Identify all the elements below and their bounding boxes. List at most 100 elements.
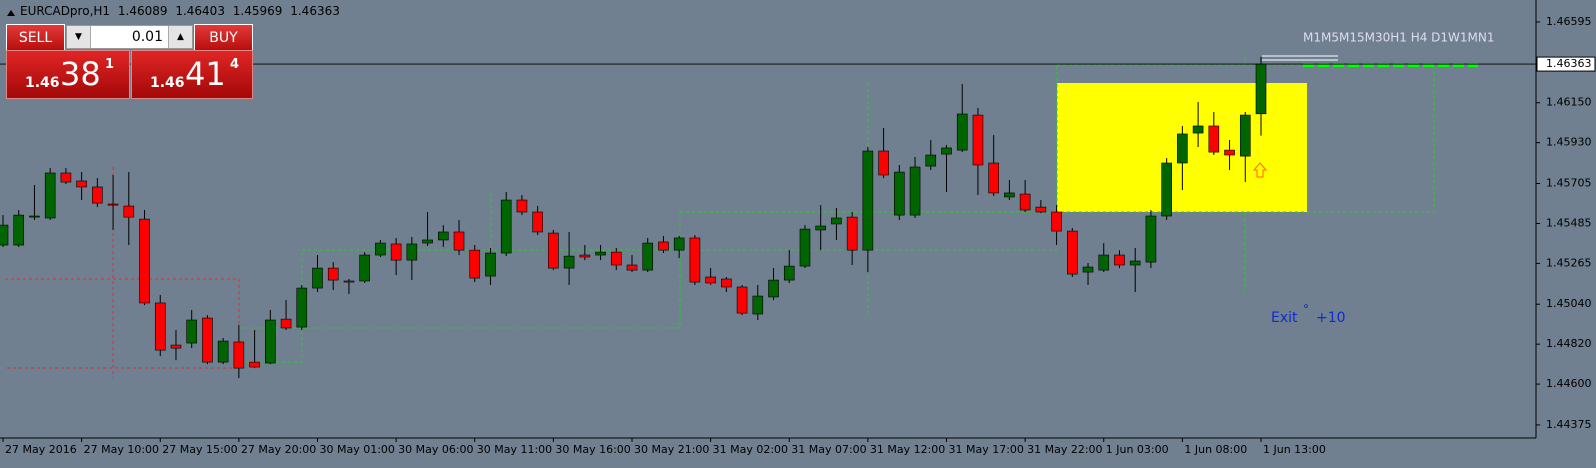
bull-body [1129,260,1141,266]
price-big: 1.46 [150,75,185,91]
y-tick-label: 1.44375 [1546,418,1592,431]
bull-body [1239,114,1251,157]
bear-body [469,249,481,279]
bull-body [595,251,606,256]
x-tick-label: 30 May 16:00 [555,443,630,456]
x-tick-label: 27 May 20:00 [241,443,316,456]
bull-body [1192,125,1204,134]
bull-body [1177,133,1188,164]
degree: ° [1303,303,1309,317]
bull-body [217,340,229,363]
bear-body [123,205,135,218]
price-tag-label: 1.46363 [1546,57,1592,70]
bear-body [139,218,150,304]
x-tick-label: 31 May 22:00 [1027,443,1102,456]
sell-button[interactable]: SELL [6,24,65,51]
bull-body [186,319,197,344]
bear-body [972,114,984,166]
bull-body [1255,63,1267,115]
pips-label: +10 [1316,310,1346,326]
x-tick-label: 27 May 15:00 [162,443,237,456]
lot-control: ▼ 0.01 ▲ [66,25,193,49]
y-tick-label: 1.46595 [1546,15,1592,28]
bear-body [705,276,716,284]
bull-body [768,279,779,298]
y-tick-label: 1.44600 [1546,377,1592,390]
bear-body [327,267,339,281]
bull-body [1082,266,1094,273]
bull-body [296,287,308,328]
bull-body [799,228,811,267]
bull-body [752,295,764,315]
bull-body [359,254,370,282]
bull-body [0,224,9,246]
bear-body [846,216,858,251]
bull-body [815,225,827,231]
bull-body [1145,215,1157,263]
bear-body [658,241,669,251]
ohlc-low: 1.45969 [232,4,283,18]
bull-body [925,154,937,167]
bear-body [92,186,103,204]
lot-input[interactable]: 0.01 [131,29,163,45]
exit-label: Exit [1271,310,1298,326]
bear-body [579,254,591,258]
bear-body [689,237,701,283]
bear-body [280,318,292,329]
bull-body [673,237,685,251]
bull-body [956,113,968,151]
bear-body [249,361,260,368]
bear-body [1019,193,1031,211]
bull-body [485,252,496,277]
buy-price[interactable]: 1.46 41 4 [131,50,253,99]
y-tick-label: 1.45040 [1546,297,1592,310]
price-big: 1.46 [25,75,60,91]
x-tick-label: 1 Jun 13:00 [1263,443,1326,456]
bear-body [548,232,559,269]
lot-up[interactable]: ▲ [168,26,192,48]
bear-body [390,243,402,261]
price-pips: 38 [60,55,101,93]
bull-body [1098,254,1110,271]
bear-body [610,251,622,266]
bull-body [1161,162,1172,217]
lot-down[interactable]: ▼ [67,26,91,48]
bear-body [878,150,889,176]
bear-body [453,231,465,251]
bear-body [1224,149,1235,156]
bull-body [422,239,433,244]
timeframes: M1M5M15M30H1 H4 D1W1MN1 [1303,31,1495,45]
y-tick-label: 1.45705 [1546,177,1592,190]
bear-body [1035,206,1047,213]
header: EURCADpro,H1 1.46089 1.46403 1.45969 1.4… [20,4,344,18]
x-tick-label: 31 May 12:00 [870,443,945,456]
bull-body [831,217,842,225]
bull-body [909,166,921,216]
bull-body [437,231,449,241]
bull-body [563,255,575,269]
bull-body [500,199,512,254]
symbol: EURCADpro,H1 [20,4,111,18]
x-tick-label: 31 May 07:00 [791,443,866,456]
bull-body [941,147,952,155]
bear-body [170,344,182,349]
bear-body [1067,230,1078,275]
sell-price[interactable]: 1.46 38 1 [6,50,130,99]
bear-body [1051,211,1062,232]
bull-body [312,267,323,289]
y-tick-label: 1.44820 [1546,337,1592,350]
bear-body [76,180,87,188]
red-levels [5,167,240,378]
x-tick-label: 1 Jun 08:00 [1184,443,1247,456]
x-tick-label: 31 May 17:00 [949,443,1024,456]
bull-body [894,171,905,216]
ohlc-open: 1.46089 [117,4,168,18]
collapse-icon [7,10,15,16]
buy-button[interactable]: BUY [194,24,253,51]
price-point: 1 [105,57,115,72]
bear-body [516,199,528,213]
bear-body [154,302,166,351]
bull-body [13,214,25,246]
